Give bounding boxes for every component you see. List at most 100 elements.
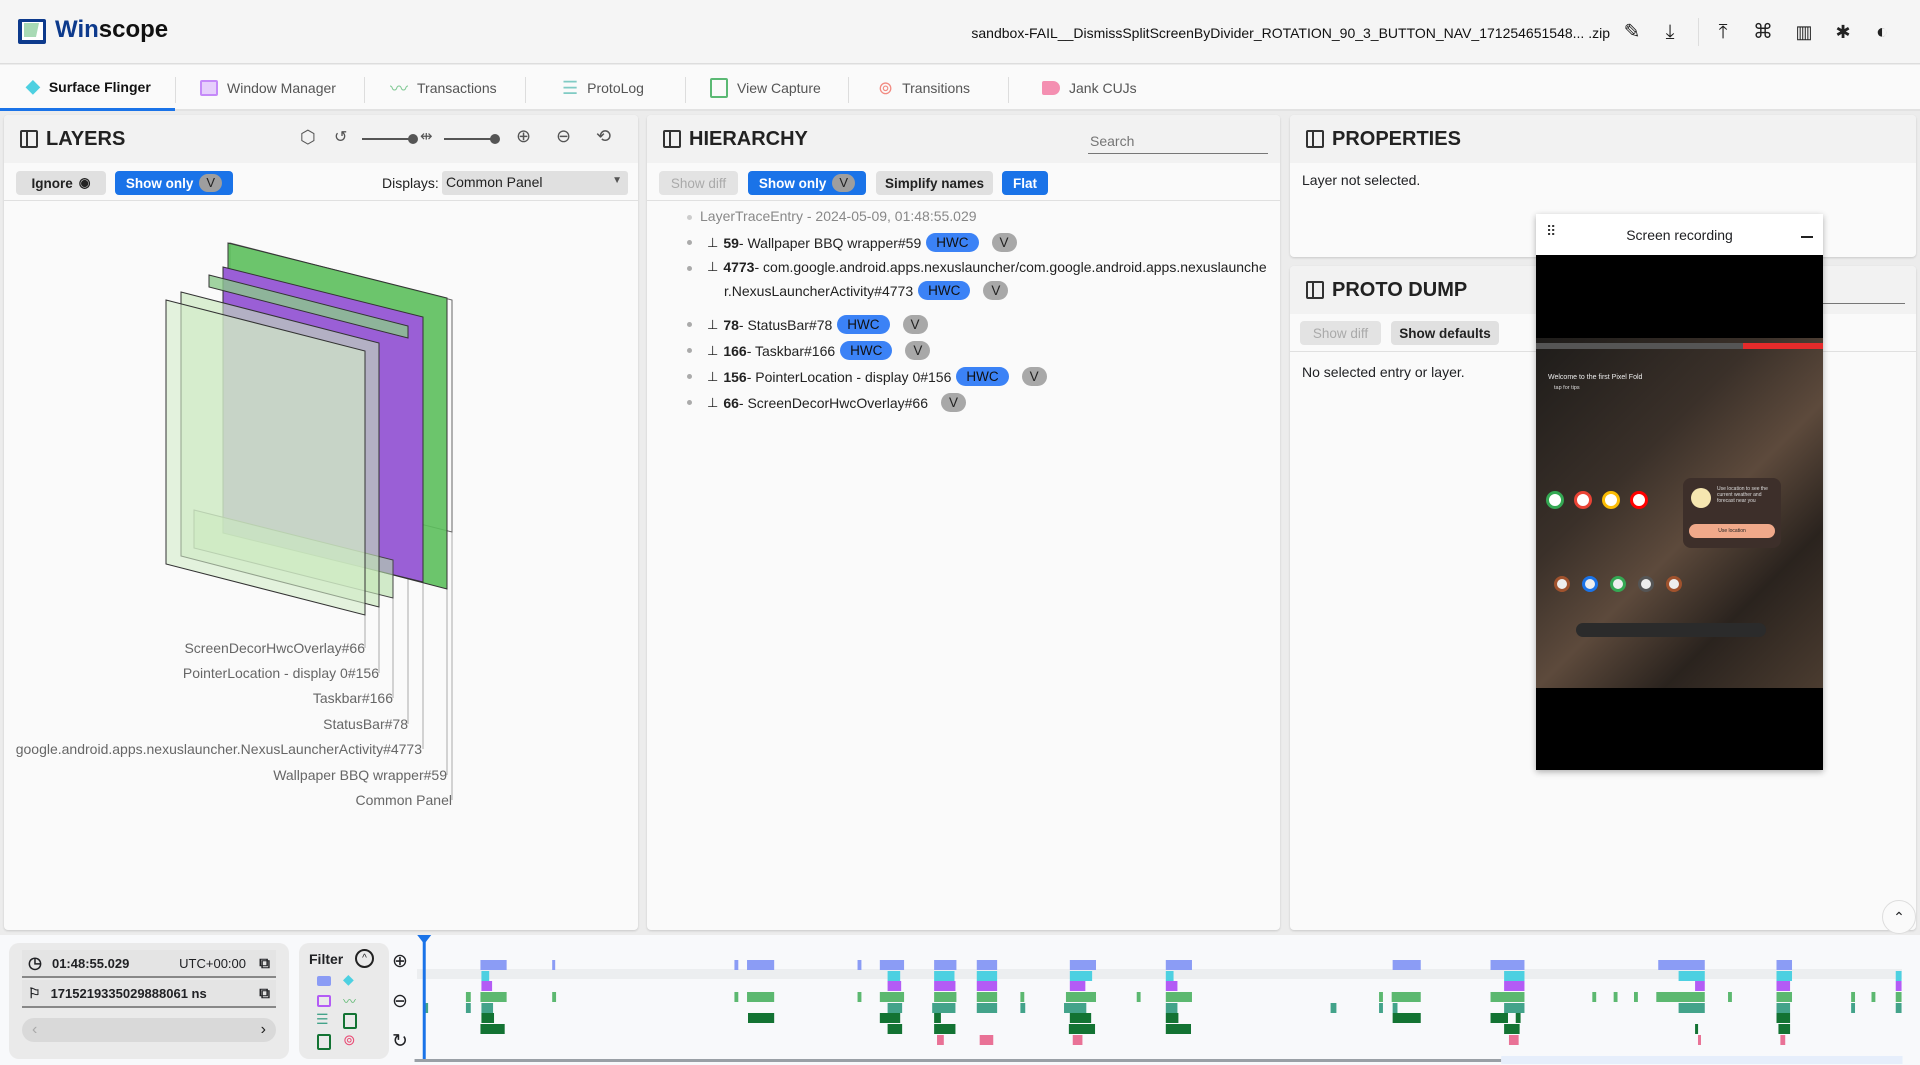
trace-entry-mark[interactable] [1871,992,1876,1002]
trace-entry-mark[interactable] [1020,992,1025,1002]
transitions-filter-icon[interactable]: ⊚ [343,1032,356,1049]
trace-entry-mark[interactable] [1895,1003,1902,1013]
tree-node[interactable]: ⊥ 156 - PointerLocation - display 0#156 HW… [707,367,1047,386]
trace-entry-mark[interactable] [1068,1024,1096,1034]
trace-entry-mark[interactable] [1895,971,1902,981]
trace-entry-mark[interactable] [1776,1003,1791,1013]
timeline-tracks[interactable] [0,935,1920,1065]
trace-entry-mark[interactable] [1069,960,1097,970]
expand-timeline-button[interactable]: ⌃ [1882,900,1916,934]
trace-entry-mark[interactable] [480,960,507,970]
video-frame[interactable]: Welcome to the first Pixel Fold tap for … [1536,338,1823,688]
trace-entry-mark[interactable] [1165,1003,1178,1013]
trace-entry-mark[interactable] [1330,1003,1337,1013]
search-input[interactable] [1088,128,1268,154]
zoom-in-icon[interactable]: ⊕ [516,126,532,146]
trace-entry-mark[interactable] [1851,1003,1856,1013]
tab-window-manager[interactable]: Window Manager [200,65,336,111]
trace-entry-mark[interactable] [1165,960,1192,970]
tab-protolog[interactable]: ☰ ProtoLog [562,65,644,111]
trace-entry-mark[interactable] [976,981,998,991]
trace-entry-mark[interactable] [1069,971,1093,981]
trace-entry-mark[interactable] [879,960,905,970]
collapse-panel-icon[interactable] [20,130,38,148]
trace-entry-mark[interactable] [481,971,490,981]
collapse-panel-icon[interactable] [663,130,681,148]
drag-handle-icon[interactable]: ⠿ [1546,223,1556,239]
trace-entry-mark[interactable] [1515,1013,1521,1023]
pin-icon[interactable]: ⊥ [707,259,719,274]
trace-entry-mark[interactable] [1165,1024,1192,1034]
tree-node[interactable]: ⊥ 4773 - com.google.android.apps.nexuslau… [707,259,1267,275]
trace-entry-mark[interactable] [465,992,471,1002]
trace-entry-mark[interactable] [857,992,862,1002]
trace-entry-mark[interactable] [976,1003,998,1013]
trace-entry-mark[interactable] [1379,1003,1383,1013]
trace-entry-mark[interactable] [1658,960,1705,970]
trace-entry-mark[interactable] [465,1003,471,1013]
trace-entry-mark[interactable] [1776,981,1791,991]
trace-entry-mark[interactable] [1504,1024,1520,1034]
pin-icon[interactable]: ⊥ [707,342,719,358]
documentation-icon[interactable]: ▥ [1795,22,1813,42]
trace-entry-mark[interactable] [747,960,775,970]
surface-flinger-filter-icon[interactable]: ◆ [343,971,354,987]
trace-entry-mark[interactable] [481,1003,494,1013]
trace-entry-mark[interactable] [1695,1024,1699,1034]
layer-label[interactable]: PointerLocation - display 0#156 [182,665,379,681]
trace-entry-mark[interactable] [1592,992,1597,1002]
layer-label[interactable]: StatusBar#78 [323,716,408,732]
trace-entry-mark[interactable] [1065,992,1097,1002]
trace-entry-mark[interactable] [932,1003,956,1013]
tab-transactions[interactable]: 〰 Transactions [390,65,497,111]
timeline-range-track[interactable] [414,1059,1502,1062]
trace-entry-mark[interactable] [1695,981,1705,991]
trace-entry-mark[interactable] [1136,992,1141,1002]
trace-entry-mark[interactable] [552,960,556,970]
trace-entry-mark[interactable] [1072,1035,1083,1045]
cursor-handle-icon[interactable] [417,935,432,944]
trace-entry-mark[interactable] [1504,971,1525,981]
trace-entry-mark[interactable] [1490,992,1525,1002]
trace-entry-mark[interactable] [976,992,998,1002]
collapse-filter-icon[interactable]: ^ [355,949,374,968]
trace-entry-mark[interactable] [1895,992,1902,1002]
tab-surface-flinger[interactable]: ◆ Surface Flinger [0,65,175,111]
trace-entry-mark[interactable] [879,1013,901,1023]
trace-entry-mark[interactable] [1391,992,1421,1002]
trace-entry-mark[interactable] [734,960,739,970]
show-only-button[interactable]: Show only V [748,171,866,195]
trace-entry-mark[interactable] [480,1024,505,1034]
trace-entry-mark[interactable] [424,1003,429,1013]
trace-entry-mark[interactable] [1508,1035,1519,1045]
timeline-range-selection[interactable] [1501,1056,1903,1064]
rotation-slider[interactable] [362,134,418,144]
show-diff-button[interactable]: Show diff [1300,321,1381,345]
trace-entry-mark[interactable] [1504,981,1525,991]
tree-node[interactable]: ⊥ 166 - Taskbar#166 HWC V [707,341,931,360]
trace-entry-mark[interactable] [1678,971,1705,981]
trace-entry-mark[interactable] [1165,1013,1179,1023]
minimize-icon[interactable] [1801,236,1813,238]
trace-entry-mark[interactable] [887,1024,903,1034]
tree-node-continuation[interactable]: r.NexusLauncherActivity#4773 HWC V [724,281,1009,300]
show-only-button[interactable]: Show only V [115,171,233,195]
layer-label[interactable]: google.android.apps.nexuslauncher.NexusL… [15,741,422,757]
trace-entry-mark[interactable] [1165,981,1178,991]
trace-entry-mark[interactable] [1776,960,1793,970]
trace-entry-mark[interactable] [1392,960,1421,970]
trace-entry-mark[interactable] [934,992,957,1002]
trace-entry-mark[interactable] [734,992,739,1002]
trace-entry-mark[interactable] [857,960,862,970]
tab-view-capture[interactable]: View Capture [710,65,821,111]
layer-label[interactable]: Common Panel [355,792,453,808]
pin-icon[interactable]: ⊥ [707,394,719,410]
theme-toggle-icon[interactable]: ◐ [1875,21,1889,43]
trace-entry-mark[interactable] [887,971,901,981]
tree-node[interactable]: ⊥ 78 - StatusBar#78 HWC V [707,315,928,334]
copy-icon[interactable]: ⧉ [259,954,270,972]
3d-view-icon[interactable]: ⬡ [300,127,316,147]
trace-entry-mark[interactable] [1069,981,1086,991]
trace-entry-mark[interactable] [1678,1003,1705,1013]
trace-entry-mark[interactable] [1165,992,1192,1002]
